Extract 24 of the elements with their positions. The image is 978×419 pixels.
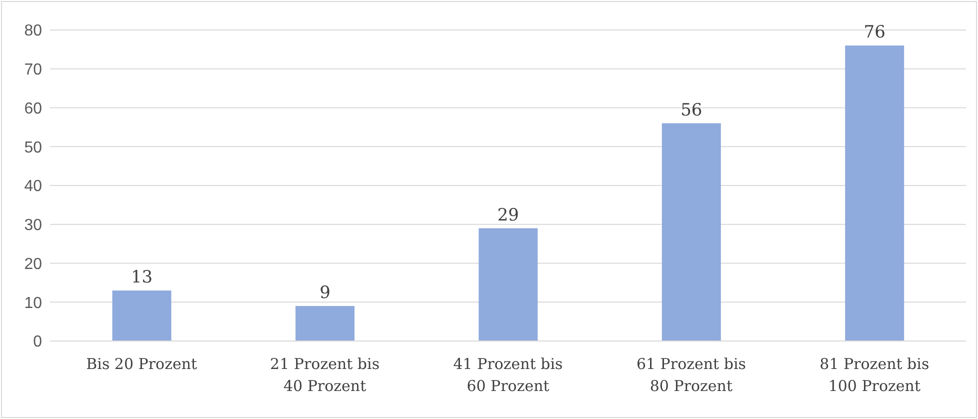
y-tick-label: 20 xyxy=(24,256,42,273)
bar xyxy=(295,306,354,341)
bar xyxy=(478,228,538,341)
x-tick-label: 41 Prozent bis 60 Prozent xyxy=(453,355,563,395)
y-tick-label: 70 xyxy=(24,62,42,79)
y-tick-label: 80 xyxy=(24,22,42,40)
y-tick-label: 10 xyxy=(24,294,42,312)
x-tick-label: Bis 20 Prozent xyxy=(86,355,198,373)
y-tick-label: 50 xyxy=(24,139,42,156)
x-tick-label: 21 Prozent bis 40 Prozent xyxy=(270,355,380,395)
y-tick-label: 60 xyxy=(24,100,42,118)
bar xyxy=(845,46,904,341)
bar xyxy=(112,290,172,341)
data-label: 56 xyxy=(680,100,702,120)
x-tick-label: 81 Prozent bis 100 Prozent xyxy=(820,355,930,395)
x-tick-label: 61 Prozent bis 80 Prozent xyxy=(636,355,746,395)
data-label: 13 xyxy=(130,267,153,288)
data-label: 76 xyxy=(864,22,886,43)
y-tick-label: 40 xyxy=(24,178,42,196)
bar xyxy=(662,123,721,341)
data-label: 29 xyxy=(497,205,520,226)
data-label: 9 xyxy=(320,283,330,304)
y-tick-label: 30 xyxy=(24,217,42,234)
y-tick-label: 0 xyxy=(33,334,42,351)
